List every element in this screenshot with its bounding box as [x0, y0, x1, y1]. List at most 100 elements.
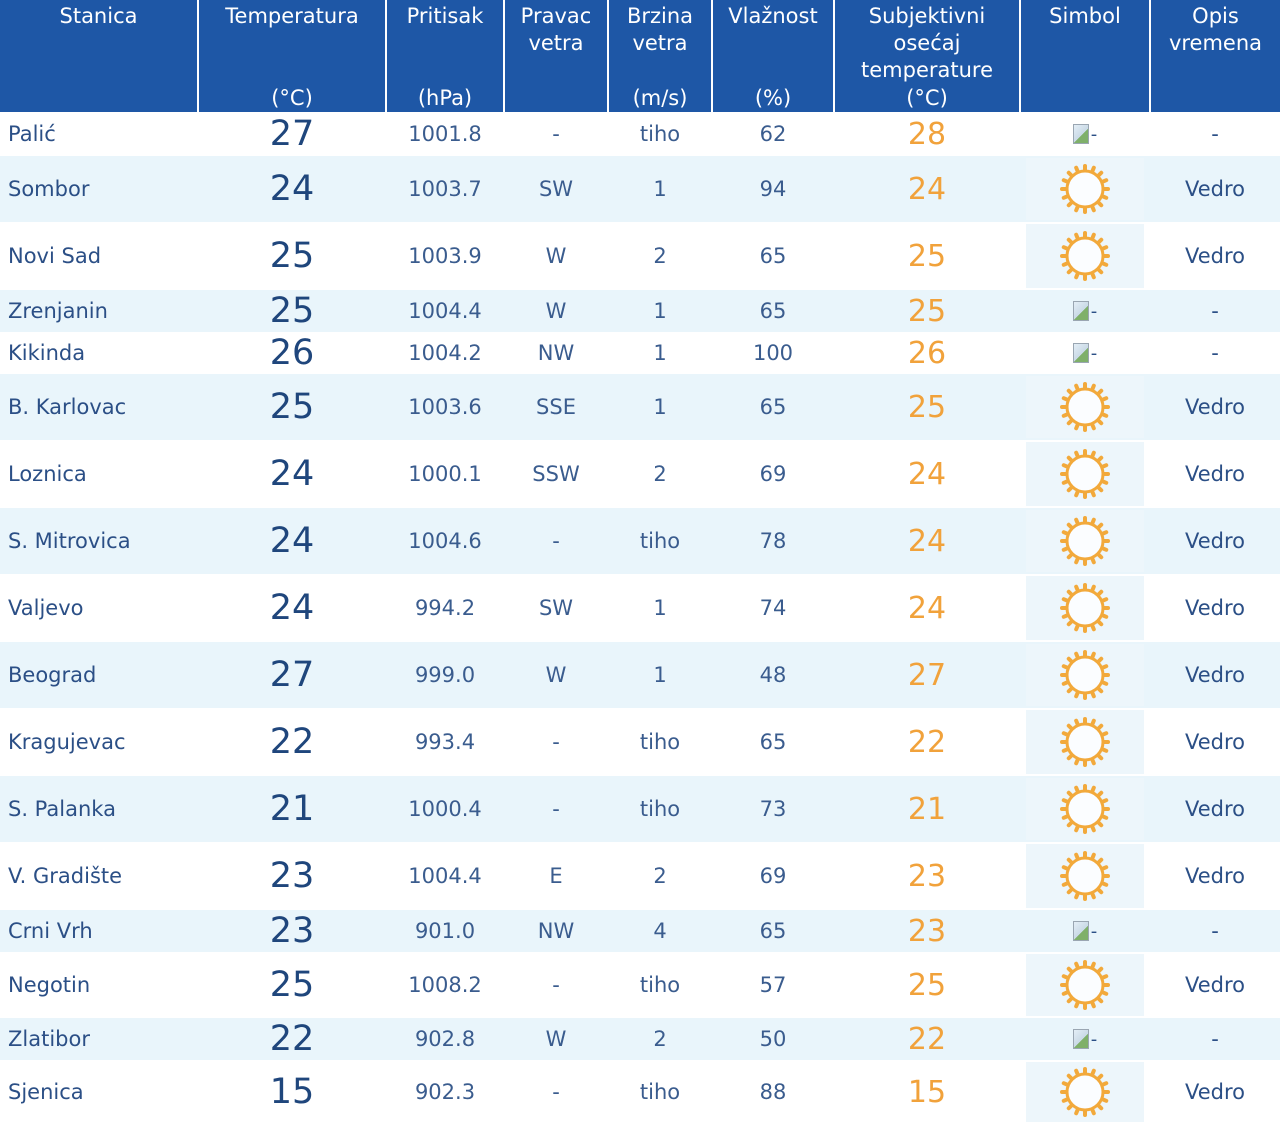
temperature-cell: 25 [198, 290, 386, 332]
wind-direction-cell: W [504, 642, 608, 708]
table-row: Sjenica 15 902.3- tiho 88 15 Vedro [0, 1060, 1280, 1124]
symbol-alt-text: - [1090, 1028, 1098, 1050]
wind-direction-cell: E [504, 842, 608, 910]
header-feels-like-title: Subjektivni osećaj temperature [861, 4, 993, 82]
weather-symbol-cell [1020, 222, 1150, 290]
feels-like-cell: 23 [834, 842, 1020, 910]
header-pressure-title: Pritisak [406, 4, 484, 28]
table-header-row: Stanica Temperatura (°C) Pritisak (hPa) Prava… [0, 0, 1280, 112]
wind-speed-cell: tiho [608, 776, 712, 842]
weather-description-cell: - [1150, 112, 1280, 156]
table-body: Palić 27 1001.8- tiho 62 28- - Sombor 24 1003.7 SW… [0, 112, 1280, 1124]
header-station: Stanica [0, 0, 199, 112]
humidity-cell: 65 [712, 374, 834, 440]
broken-image-placeholder [1072, 921, 1089, 941]
temperature-cell: 22 [198, 708, 386, 776]
station-name-cell: Negotin [0, 952, 198, 1018]
header-wind-direction: Pravac vetra [504, 0, 609, 112]
pressure-cell: 1001.8 [386, 112, 504, 156]
table-row: S. Mitrovica 24 1004.6- tiho 78 24 Vedro [0, 508, 1280, 574]
humidity-cell: 74 [712, 574, 834, 642]
station-name-cell: Crni Vrh [0, 910, 198, 952]
header-wind-direction-title: Pravac vetra [520, 4, 592, 55]
symbol-alt-text: - [1090, 920, 1098, 942]
pressure-cell: 993.4 [386, 708, 504, 776]
feels-like-cell: 27 [834, 642, 1020, 708]
temperature-cell: 24 [198, 574, 386, 642]
pressure-cell: 901.0 [386, 910, 504, 952]
broken-image-icon: - [1072, 301, 1097, 322]
symbol-alt-text: - [1090, 342, 1098, 364]
weather-symbol-cell: - [1020, 290, 1150, 332]
feels-like-cell: 22 [834, 708, 1020, 776]
header-symbol-title: Simbol [1049, 4, 1121, 28]
table-row: S. Palanka 21 1000.4- tiho 73 21 Vedro [0, 776, 1280, 842]
weather-symbol-cell: - [1020, 112, 1150, 156]
sun-icon [1060, 231, 1110, 281]
station-name-cell: S. Palanka [0, 776, 198, 842]
pressure-cell: 1000.1 [386, 440, 504, 508]
header-wind-speed-unit: (m/s) [632, 86, 688, 110]
header-temperature: Temperatura (°C) [198, 0, 387, 112]
feels-like-cell: 23 [834, 910, 1020, 952]
header-station-title: Stanica [59, 4, 138, 28]
wind-speed-cell: 1 [608, 290, 712, 332]
humidity-cell: 94 [712, 156, 834, 222]
broken-image-icon: - [1072, 1028, 1098, 1050]
wind-speed-cell: tiho [608, 112, 712, 156]
weather-description-cell: Vedro [1150, 842, 1280, 910]
wind-direction-cell: - [504, 708, 608, 776]
broken-image-placeholder [1072, 343, 1089, 363]
weather-symbol-cell [1020, 952, 1150, 1018]
temperature-cell: 25 [198, 222, 386, 290]
wind-direction-cell: SSW [504, 440, 608, 508]
table-row: Sombor 24 1003.7 SW 1 94 24 Vedro [0, 156, 1280, 222]
header-humidity-title: Vlažnost [728, 4, 818, 28]
broken-image-icon: - [1072, 342, 1098, 364]
temperature-cell: 21 [198, 776, 386, 842]
header-humidity-unit: (%) [754, 86, 792, 110]
humidity-cell: 73 [712, 776, 834, 842]
weather-symbol-cell [1020, 374, 1150, 440]
humidity-cell: 65 [712, 290, 834, 332]
wind-direction-cell: SW [504, 156, 608, 222]
weather-symbol-cell: - [1020, 332, 1150, 374]
wind-direction-cell: NW [504, 910, 608, 952]
wind-speed-cell: tiho [608, 508, 712, 574]
humidity-cell: 50 [712, 1018, 834, 1060]
humidity-cell: 100 [712, 332, 834, 374]
feels-like-cell: 24 [834, 574, 1020, 642]
wind-speed-cell: 2 [608, 222, 712, 290]
station-name-cell: Loznica [0, 440, 198, 508]
weather-symbol-cell [1020, 156, 1150, 222]
temperature-cell: 27 [198, 112, 386, 156]
pressure-cell: 902.3 [386, 1060, 504, 1124]
broken-image-placeholder [1072, 1029, 1089, 1049]
table-row: B. Karlovac 25 1003.6 SSE 1 65 25 Vedro [0, 374, 1280, 440]
header-feels-like-unit: (°C) [906, 86, 948, 110]
station-name-cell: Valjevo [0, 574, 198, 642]
feels-like-cell: 26 [834, 332, 1020, 374]
weather-description-cell: Vedro [1150, 952, 1280, 1018]
sun-icon [1060, 382, 1110, 432]
temperature-cell: 24 [198, 508, 386, 574]
humidity-cell: 57 [712, 952, 834, 1018]
humidity-cell: 65 [712, 708, 834, 776]
table-row: Palić 27 1001.8- tiho 62 28- - [0, 112, 1280, 156]
wind-direction-cell: - [504, 508, 608, 574]
feels-like-cell: 15 [834, 1060, 1020, 1124]
weather-symbol-cell [1020, 1060, 1150, 1124]
sun-icon [1060, 960, 1110, 1010]
temperature-cell: 27 [198, 642, 386, 708]
humidity-cell: 62 [712, 112, 834, 156]
feels-like-cell: 25 [834, 374, 1020, 440]
header-symbol: Simbol [1020, 0, 1151, 112]
feels-like-cell: 24 [834, 440, 1020, 508]
wind-direction-cell: - [504, 776, 608, 842]
weather-description-cell: - [1150, 910, 1280, 952]
feels-like-cell: 24 [834, 508, 1020, 574]
weather-symbol-cell [1020, 574, 1150, 642]
station-name-cell: Kikinda [0, 332, 198, 374]
header-wind-speed-title: Brzina vetra [626, 4, 694, 55]
